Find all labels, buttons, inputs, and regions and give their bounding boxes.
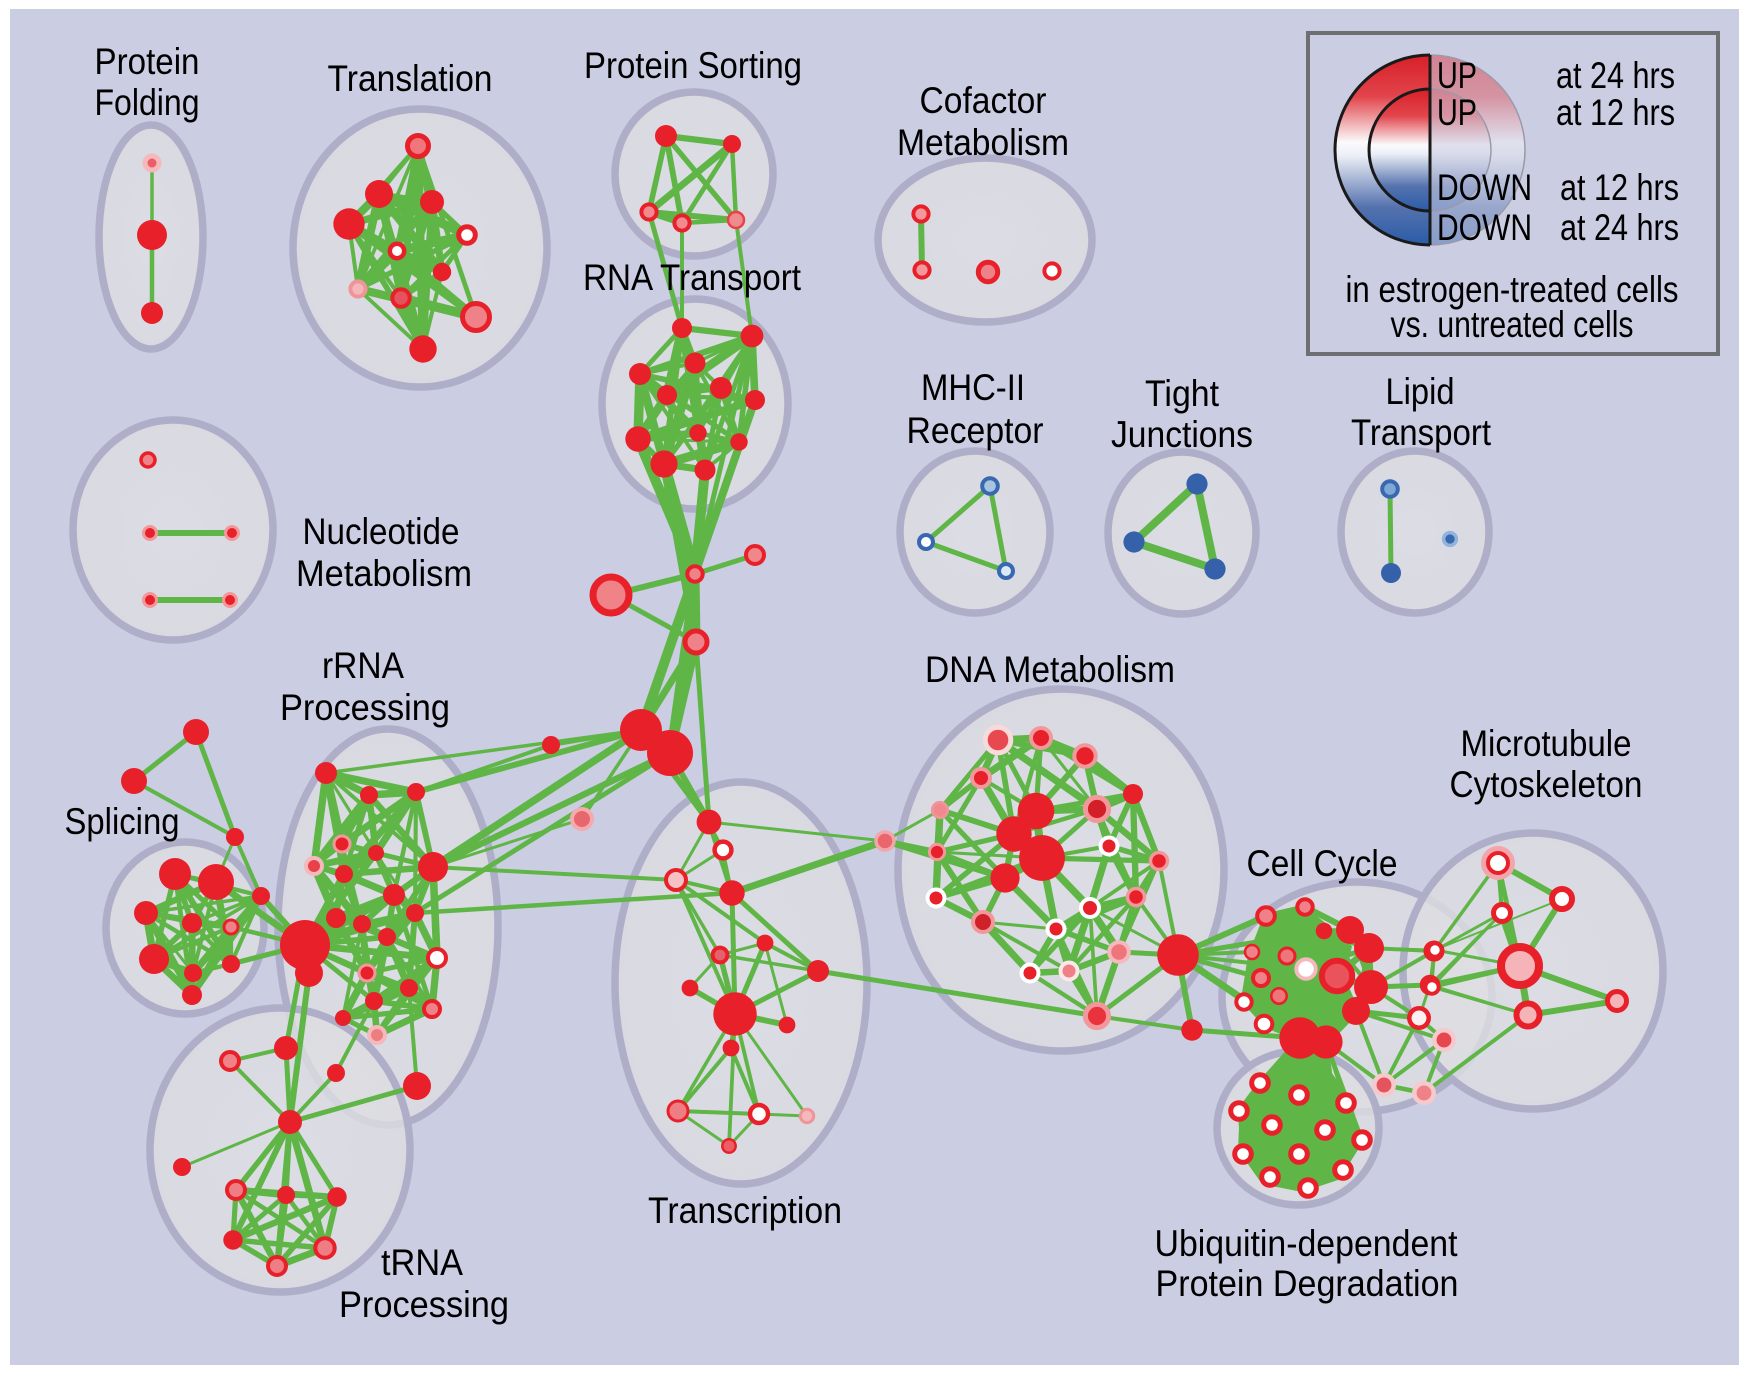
svg-text:UP: UP [1437, 54, 1477, 96]
svg-text:Metabolism: Metabolism [296, 552, 472, 594]
svg-text:at 12 hrs: at 12 hrs [1560, 166, 1679, 208]
svg-text:vs. untreated cells: vs. untreated cells [1391, 303, 1634, 345]
svg-text:RNA Transport: RNA Transport [583, 256, 802, 298]
svg-text:Protein Degradation: Protein Degradation [1156, 1262, 1459, 1304]
svg-text:Cofactor: Cofactor [920, 79, 1047, 121]
svg-text:at 12 hrs: at 12 hrs [1556, 91, 1675, 133]
svg-text:UP: UP [1437, 91, 1477, 133]
svg-text:Processing: Processing [280, 686, 450, 728]
svg-text:DOWN: DOWN [1437, 166, 1532, 208]
svg-text:DNA Metabolism: DNA Metabolism [925, 648, 1175, 690]
svg-text:in estrogen-treated cells: in estrogen-treated cells [1346, 268, 1679, 310]
svg-text:MHC-II: MHC-II [921, 366, 1025, 408]
svg-text:DOWN: DOWN [1437, 206, 1532, 248]
svg-text:Tight: Tight [1145, 372, 1220, 414]
svg-text:Transcription: Transcription [648, 1189, 842, 1231]
svg-text:Protein Sorting: Protein Sorting [584, 44, 802, 86]
svg-text:Nucleotide: Nucleotide [303, 510, 460, 552]
svg-text:Processing: Processing [339, 1283, 509, 1325]
svg-text:Microtubule: Microtubule [1461, 722, 1632, 764]
svg-text:Metabolism: Metabolism [897, 121, 1069, 163]
svg-text:at 24 hrs: at 24 hrs [1556, 54, 1675, 96]
svg-text:tRNA: tRNA [381, 1241, 463, 1283]
svg-text:Cell Cycle: Cell Cycle [1247, 842, 1398, 884]
svg-text:Transport: Transport [1351, 411, 1492, 453]
svg-text:at 24 hrs: at 24 hrs [1560, 206, 1679, 248]
svg-text:Folding: Folding [95, 81, 200, 123]
svg-text:Splicing: Splicing [65, 800, 180, 842]
svg-text:Junctions: Junctions [1111, 413, 1253, 455]
svg-text:rRNA: rRNA [322, 644, 404, 686]
svg-text:Ubiquitin-dependent: Ubiquitin-dependent [1155, 1222, 1459, 1264]
svg-text:Receptor: Receptor [907, 409, 1044, 451]
svg-text:Lipid: Lipid [1386, 370, 1455, 412]
svg-text:Translation: Translation [328, 57, 493, 99]
svg-text:Cytoskeleton: Cytoskeleton [1450, 763, 1643, 805]
svg-text:Protein: Protein [95, 40, 200, 82]
